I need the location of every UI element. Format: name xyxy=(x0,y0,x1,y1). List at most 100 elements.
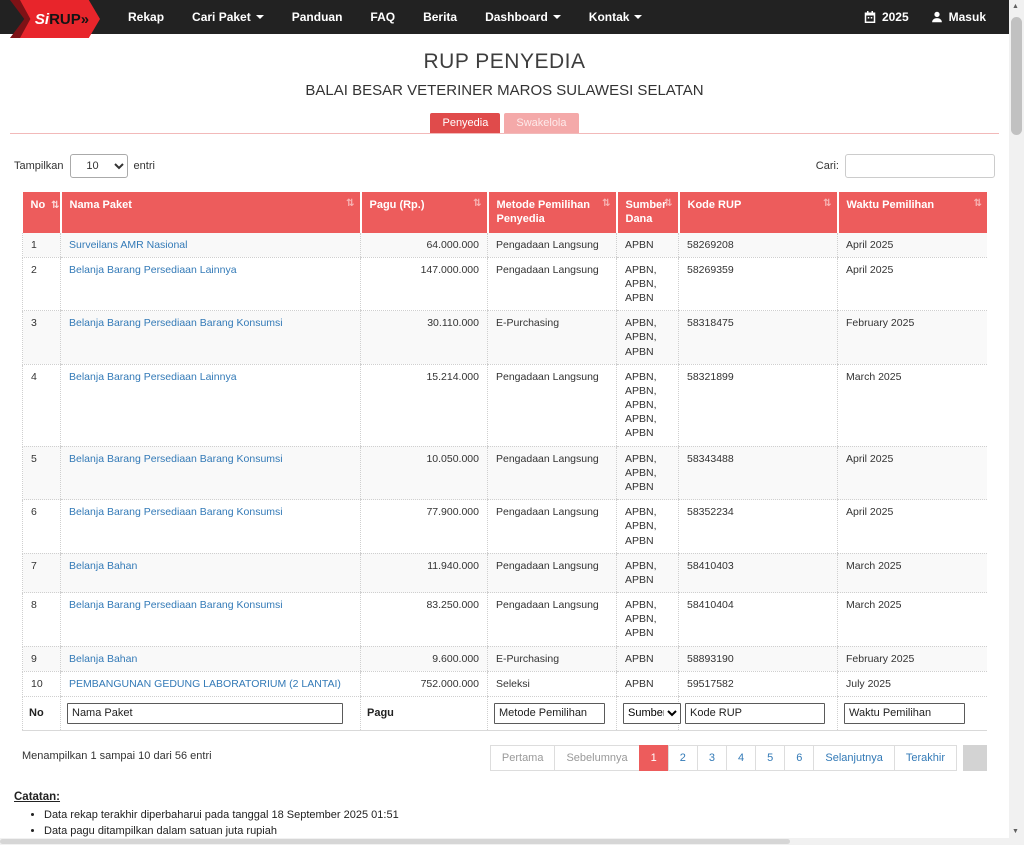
cell-metode: Pengadaan Langsung xyxy=(487,257,617,312)
cell-metode: Seleksi xyxy=(487,671,617,697)
main-content: RUP PENYEDIA BALAI BESAR VETERINER MAROS… xyxy=(0,34,1009,841)
paket-link[interactable]: Surveilans AMR Nasional xyxy=(69,238,188,251)
search-input[interactable] xyxy=(845,154,995,178)
page-subtitle: BALAI BESAR VETERINER MAROS SULAWESI SEL… xyxy=(305,82,704,99)
paket-link[interactable]: Belanja Barang Persediaan Lainnya xyxy=(69,263,237,276)
hscrollbar-thumb[interactable] xyxy=(0,839,790,844)
cell-sumber: APBN xyxy=(616,671,679,697)
cell-pagu: 147.000.000 xyxy=(360,257,488,312)
page-button-1[interactable]: 1 xyxy=(638,744,669,771)
cell-sumber: APBN, APBN, APBN xyxy=(616,592,679,647)
filter-sumber-select[interactable]: Sumber Dana xyxy=(623,702,681,724)
page-button-2[interactable]: 2 xyxy=(667,744,698,771)
column-header-kode-rup[interactable]: Kode RUP ⇅ xyxy=(677,192,838,233)
paket-link[interactable]: Belanja Barang Persediaan Lainnya xyxy=(69,370,237,383)
cell-sumber: APBN, APBN, APBN xyxy=(616,499,679,554)
page-button-selanjutnya[interactable]: Selanjutnya xyxy=(813,744,895,771)
table-wrapper: No ⇅ Nama Paket ⇅ Pagu (Rp.) ⇅ Metode Pemiliha… xyxy=(22,192,987,731)
paket-link[interactable]: Belanja Barang Persediaan Barang Konsums… xyxy=(69,506,283,519)
cell-waktu: April 2025 xyxy=(837,257,987,312)
cell-pagu: 83.250.000 xyxy=(360,592,488,647)
filter-metode-input[interactable] xyxy=(494,702,606,724)
paket-link[interactable]: Belanja Barang Persediaan Barang Konsums… xyxy=(69,599,283,612)
nav-item-panduan[interactable]: Panduan xyxy=(291,10,343,24)
nav-item-faq[interactable]: FAQ xyxy=(370,10,396,24)
page-button-4[interactable]: 4 xyxy=(726,744,757,771)
cell-kode: 58269208 xyxy=(678,232,838,258)
table-row: 10 PEMBANGUNAN GEDUNG LABORATORIUM (2 LAN… xyxy=(22,671,987,697)
cell-no: 6 xyxy=(22,499,61,554)
sirup-logo[interactable]: SiRUP» xyxy=(0,0,100,38)
column-header-pagu-rp-[interactable]: Pagu (Rp.) ⇅ xyxy=(359,192,488,233)
search-control: Cari: xyxy=(816,154,995,178)
logo-text: SiRUP» xyxy=(34,10,90,28)
cell-nama: Belanja Barang Persediaan Barang Konsums… xyxy=(60,499,361,554)
page-button-pertama: Pertama xyxy=(489,744,556,771)
cell-nama: Belanja Barang Persediaan Barang Konsums… xyxy=(60,446,361,501)
notes-list: Data rekap terakhir diperbaharui pada ta… xyxy=(44,809,995,837)
column-header-nama-paket[interactable]: Nama Paket ⇅ xyxy=(59,192,361,233)
paket-link[interactable]: Belanja Barang Persediaan Barang Konsums… xyxy=(69,452,283,465)
sort-icon: ⇅ xyxy=(823,198,832,209)
year-selector[interactable]: 2025 xyxy=(853,0,920,34)
page-button-6[interactable]: 6 xyxy=(784,744,815,771)
entries-select[interactable]: 10 xyxy=(69,154,128,178)
paket-link[interactable]: Belanja Barang Persediaan Barang Konsums… xyxy=(69,317,283,330)
cell-nama: Belanja Barang Persediaan Barang Konsums… xyxy=(60,310,361,365)
note-item: Data pagu ditampilkan dalam satuan juta … xyxy=(44,825,995,837)
length-control: Tampilkan 10 entri xyxy=(14,154,155,178)
tab-swakelola[interactable]: Swakelola xyxy=(504,113,579,133)
login-button[interactable]: Masuk xyxy=(920,0,997,34)
cell-metode: Pengadaan Langsung xyxy=(487,553,617,594)
nav-item-berita[interactable]: Berita xyxy=(423,10,458,24)
cell-kode: 58352234 xyxy=(678,499,838,554)
nav-item-kontak[interactable]: Kontak xyxy=(575,0,657,34)
table-row: 2 Belanja Barang Persediaan Lainnya 147.00… xyxy=(22,257,987,312)
paket-link[interactable]: Belanja Bahan xyxy=(69,652,138,665)
vertical-scrollbar[interactable]: ▲ ▼ xyxy=(1009,0,1024,845)
page-button-terakhir[interactable]: Terakhir xyxy=(893,744,957,771)
page-button-5[interactable]: 5 xyxy=(755,744,786,771)
table-footer: Menampilkan 1 sampai 10 dari 56 entri Pe… xyxy=(22,744,987,771)
paket-link[interactable]: Belanja Bahan xyxy=(69,559,138,572)
nav-item-rekap[interactable]: Rekap xyxy=(128,10,165,24)
tab-penyedia[interactable]: Penyedia xyxy=(430,113,501,133)
show-label: Tampilkan xyxy=(14,160,64,172)
page-button-3[interactable]: 3 xyxy=(696,744,727,771)
cell-sumber: APBN, APBN, APBN xyxy=(616,446,679,501)
column-header-no[interactable]: No ⇅ xyxy=(22,192,61,233)
entries-label: entri xyxy=(133,160,155,172)
filter-waktu-input[interactable] xyxy=(844,702,965,724)
filter-nama-input[interactable] xyxy=(67,702,343,724)
column-header-metode-pemilihan-penyedia[interactable]: Metode Pemilihan Penyedia ⇅ xyxy=(486,192,617,233)
table-row: 3 Belanja Barang Persediaan Barang Konsum… xyxy=(22,310,987,365)
cell-nama: PEMBANGUNAN GEDUNG LABORATORIUM (2 LANTA… xyxy=(60,671,361,697)
cell-sumber: APBN, APBN, APBN, APBN, APBN xyxy=(616,364,679,447)
scrollbar-thumb[interactable] xyxy=(1011,17,1022,135)
table-row: 6 Belanja Barang Persediaan Barang Konsum… xyxy=(22,499,987,554)
cell-pagu: 64.000.000 xyxy=(360,232,488,258)
scrollbar-artifact xyxy=(963,744,987,771)
nav-item-dashboard[interactable]: Dashboard xyxy=(471,0,575,34)
cell-kode: 58269359 xyxy=(678,257,838,312)
page-title: RUP PENYEDIA xyxy=(423,50,586,73)
column-header-sumber-dana[interactable]: Sumber Dana ⇅ xyxy=(615,192,679,233)
year-label: 2025 xyxy=(881,10,909,24)
scroll-up-arrow[interactable]: ▲ xyxy=(1012,3,1019,10)
navbar-menu: Rekap Cari Paket Panduan FAQ Berita Dashboard… xyxy=(114,0,656,34)
pagination: Pertama Sebelumnya 1 2 3 4 5 6 Selanjutnya Terakh… xyxy=(489,744,957,771)
sort-icon: ⇅ xyxy=(346,198,355,209)
column-header-waktu-pemilihan[interactable]: Waktu Pemilihan ⇅ xyxy=(836,192,987,233)
filter-kode-input[interactable] xyxy=(685,702,826,724)
sort-icon: ⇅ xyxy=(973,198,982,209)
paket-link[interactable]: PEMBANGUNAN GEDUNG LABORATORIUM (2 LANTA… xyxy=(69,677,341,690)
scroll-down-arrow[interactable]: ▼ xyxy=(1012,828,1019,835)
cell-metode: Pengadaan Langsung xyxy=(487,499,617,554)
cell-kode: 58410404 xyxy=(678,592,838,647)
nav-item-cari-paket[interactable]: Cari Paket xyxy=(178,0,278,34)
cell-metode: Pengadaan Langsung xyxy=(487,592,617,647)
horizontal-scrollbar[interactable] xyxy=(0,838,1009,845)
cell-metode: Pengadaan Langsung xyxy=(487,364,617,447)
filter-no-label: No xyxy=(29,707,44,720)
